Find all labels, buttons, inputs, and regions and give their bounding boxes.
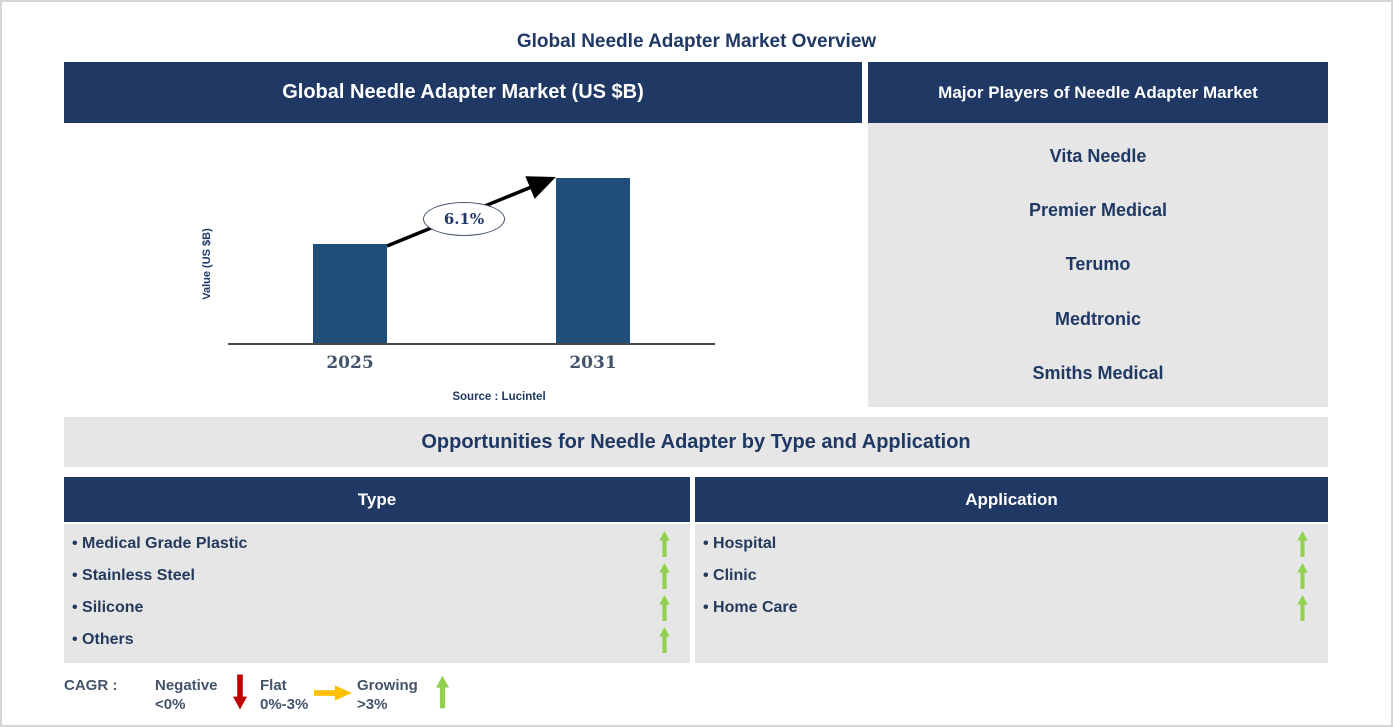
legend-item-negative: Negative <0% bbox=[155, 676, 218, 714]
cagr-value: 6.1% bbox=[443, 210, 485, 228]
growing-up-arrow-icon bbox=[659, 531, 670, 557]
legend-range: 0%-3% bbox=[260, 696, 309, 713]
list-item: Stainless Steel bbox=[64, 560, 690, 592]
growing-up-arrow-icon bbox=[659, 563, 670, 589]
cagr-trend-arrow-icon bbox=[386, 176, 556, 248]
bar-slot-2025 bbox=[313, 123, 387, 344]
legend-range: >3% bbox=[357, 696, 388, 713]
x-axis-line bbox=[228, 343, 715, 345]
application-column-header: Application bbox=[695, 477, 1328, 522]
cagr-legend: CAGR : Negative <0% Flat 0%-3% Growing >… bbox=[64, 668, 534, 723]
list-item: Hospital bbox=[695, 528, 1328, 560]
legend-name: Negative bbox=[155, 677, 218, 694]
list-item: Home Care bbox=[695, 592, 1328, 624]
source-note: Source : Lucintel bbox=[452, 391, 546, 403]
legend-item-flat: Flat 0%-3% bbox=[260, 676, 308, 714]
growing-up-arrow-icon bbox=[1297, 595, 1308, 621]
legend-item-growing: Growing >3% bbox=[357, 676, 418, 714]
legend-name: Flat bbox=[260, 677, 287, 694]
opportunities-title: Opportunities for Needle Adapter by Type… bbox=[421, 430, 971, 453]
type-list: Medical Grade Plastic Stainless Steel Si… bbox=[64, 524, 690, 663]
legend-name: Growing bbox=[357, 677, 418, 694]
type-column-header: Type bbox=[64, 477, 690, 522]
players-list: Vita Needle Premier Medical Terumo Medtr… bbox=[868, 123, 1328, 407]
item-label: Stainless Steel bbox=[72, 567, 195, 585]
players-panel-header: Major Players of Needle Adapter Market bbox=[868, 62, 1328, 123]
list-item: Others bbox=[64, 624, 690, 656]
cagr-legend-label: CAGR : bbox=[64, 677, 118, 694]
growing-up-arrow-icon bbox=[1297, 563, 1308, 589]
growing-up-arrow-icon bbox=[436, 675, 449, 709]
player-name: Medtronic bbox=[1054, 308, 1141, 329]
player-name: Smiths Medical bbox=[1032, 363, 1164, 384]
bar-chart: Value (US $B) 2025 2031 6.1% Source : Lu… bbox=[64, 123, 862, 410]
opportunities-header: Opportunities for Needle Adapter by Type… bbox=[64, 417, 1328, 467]
item-label: Medical Grade Plastic bbox=[72, 535, 247, 553]
growing-up-arrow-icon bbox=[659, 595, 670, 621]
page-title: Global Needle Adapter Market Overview bbox=[516, 31, 877, 52]
chart-panel-title: Global Needle Adapter Market (US $B) bbox=[282, 81, 644, 103]
x-tick-2025: 2025 bbox=[326, 353, 374, 373]
item-label: Clinic bbox=[703, 567, 757, 585]
flat-right-arrow-icon bbox=[314, 685, 352, 701]
list-item: Clinic bbox=[695, 560, 1328, 592]
y-axis-label: Value (US $B) bbox=[201, 228, 213, 300]
player-name: Premier Medical bbox=[1028, 200, 1168, 221]
chart-panel-header: Global Needle Adapter Market (US $B) bbox=[64, 62, 862, 123]
bar-2031 bbox=[556, 178, 630, 344]
cagr-badge: 6.1% bbox=[423, 202, 505, 236]
item-label: Others bbox=[72, 631, 134, 649]
application-list: Hospital Clinic Home Care bbox=[695, 524, 1328, 663]
growing-up-arrow-icon bbox=[1297, 531, 1308, 557]
negative-down-arrow-icon bbox=[233, 674, 247, 710]
item-label: Silicone bbox=[72, 599, 143, 617]
bar-2025 bbox=[313, 244, 387, 344]
player-name: Vita Needle bbox=[1049, 145, 1147, 166]
type-header-label: Type bbox=[357, 489, 397, 509]
list-item: Silicone bbox=[64, 592, 690, 624]
list-item: Medical Grade Plastic bbox=[64, 528, 690, 560]
application-header-label: Application bbox=[965, 489, 1058, 509]
growing-up-arrow-icon bbox=[659, 627, 670, 653]
item-label: Home Care bbox=[703, 599, 797, 617]
player-name: Terumo bbox=[1065, 254, 1131, 275]
item-label: Hospital bbox=[703, 535, 776, 553]
players-panel-title: Major Players of Needle Adapter Market bbox=[938, 82, 1258, 102]
x-tick-2031: 2031 bbox=[569, 353, 617, 373]
legend-range: <0% bbox=[155, 696, 186, 713]
bar-slot-2031 bbox=[556, 123, 630, 344]
